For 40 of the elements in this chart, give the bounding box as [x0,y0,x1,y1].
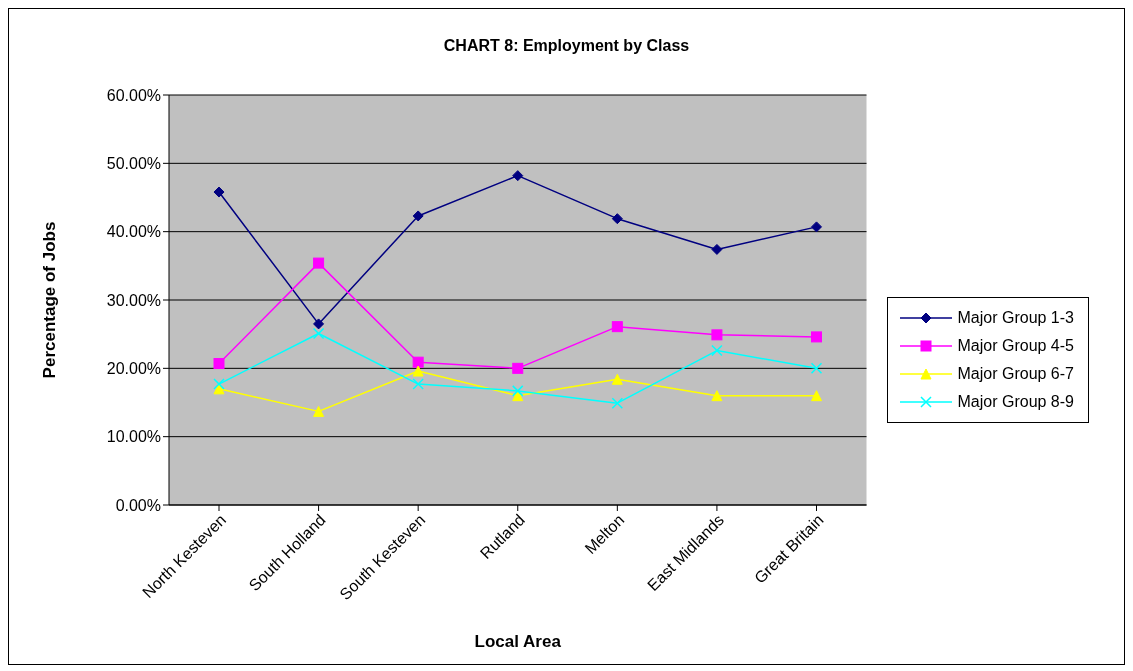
y-tick-label: 20.00% [106,360,161,378]
y-tick-label: 0.00% [115,496,161,514]
point [711,344,723,357]
point [611,373,623,385]
point [412,378,424,390]
x-axis-title: Local Area [474,632,562,651]
point [811,390,822,402]
point [711,243,723,255]
point [711,329,723,341]
point [412,356,424,368]
point [611,397,624,409]
y-tick-label: 50.00% [106,155,161,173]
point [312,327,325,340]
point [711,390,723,402]
point [412,210,424,222]
y-tick-label: 30.00% [106,291,161,309]
chart-title: CHART 8: Employment by Class [442,37,691,55]
point [512,170,524,182]
point [313,405,325,417]
point [811,331,822,343]
point [811,221,822,233]
point [810,362,823,375]
y-tick-label: 10.00% [106,428,161,446]
point [213,378,225,390]
y-tick-label: 60.00% [106,86,161,104]
legend-label: Major Group 6-7 [957,365,1074,383]
point [512,385,524,397]
legend-label: Major Group 1-3 [957,309,1074,327]
y-tick-label: 40.00% [106,223,161,241]
point [213,186,225,198]
legend-label: Major Group 8-9 [957,393,1074,411]
point [313,318,325,330]
point [213,358,225,370]
point [313,257,325,269]
legend-label: Major Group 4-5 [957,337,1074,355]
point [611,321,623,333]
point [412,365,424,377]
point [512,362,524,374]
y-axis-title: Percentage of Jobs [40,221,60,379]
point [611,213,623,225]
